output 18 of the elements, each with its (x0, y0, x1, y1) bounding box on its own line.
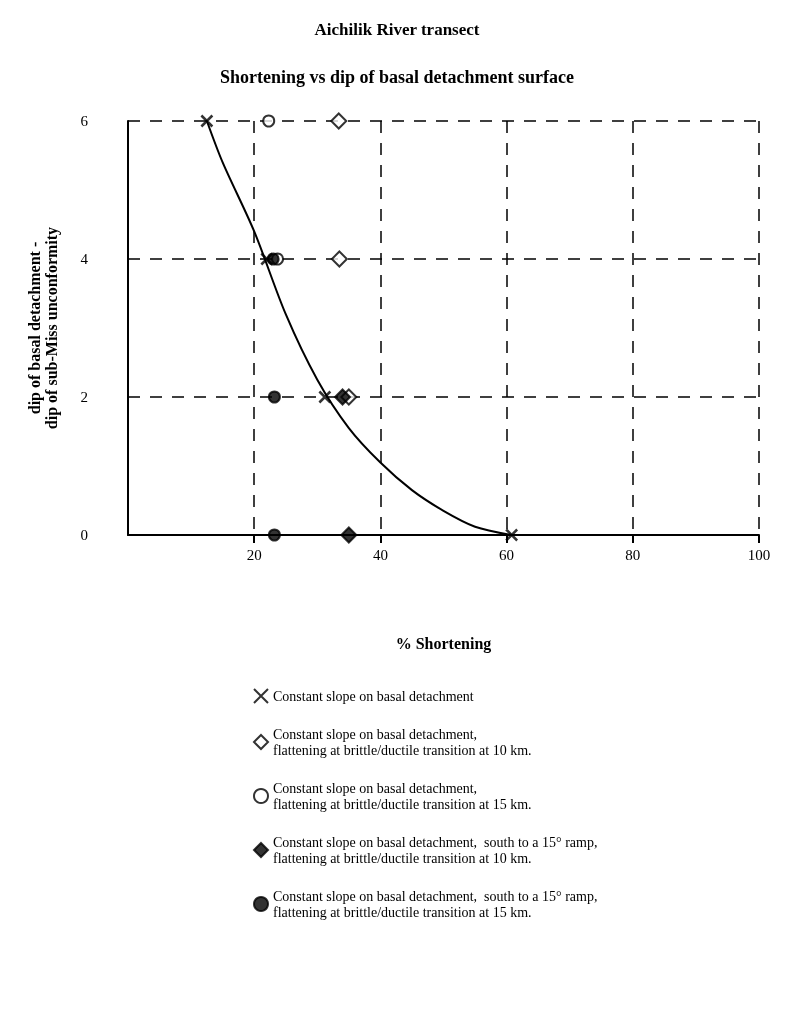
legend-label: Constant slope on basal detachment, south to a 15° ramp, flattening at brittle/ductile transition at 10 km. (273, 834, 598, 866)
legend-label: Constant slope on basal detachment, flattening at brittle/ductile transition at 10 km. (273, 726, 532, 758)
x-tick-label: 80 (625, 546, 641, 563)
x-tick-label: 60 (499, 546, 515, 563)
legend-label: Constant slope on basal detachment (273, 688, 474, 704)
legend-label: Constant slope on basal detachment, south to a 15° ramp, flattening at brittle/ductile transition at 15 km. (273, 888, 598, 920)
chart-title: Aichilik River transect (314, 20, 480, 39)
x-tick-label: 20 (246, 546, 262, 563)
x-tick-label: 40 (372, 546, 388, 563)
y-tick-label: 4 (80, 251, 89, 267)
x-axis-title: % Shortening (395, 634, 492, 653)
y-tick-label: 0 (80, 527, 88, 543)
y-axis-title: dip of basal detachment - dip of sub-Miss unconformity (26, 226, 61, 430)
chart-subtitle: Shortening vs dip of basal detachment surface (219, 67, 575, 87)
x-tick-label: 100 (747, 546, 771, 563)
legend-label: Constant slope on basal detachment, flattening at brittle/ductile transition at 15 km. (273, 780, 532, 812)
y-tick-label: 6 (80, 113, 89, 129)
y-tick-label: 2 (80, 389, 88, 405)
